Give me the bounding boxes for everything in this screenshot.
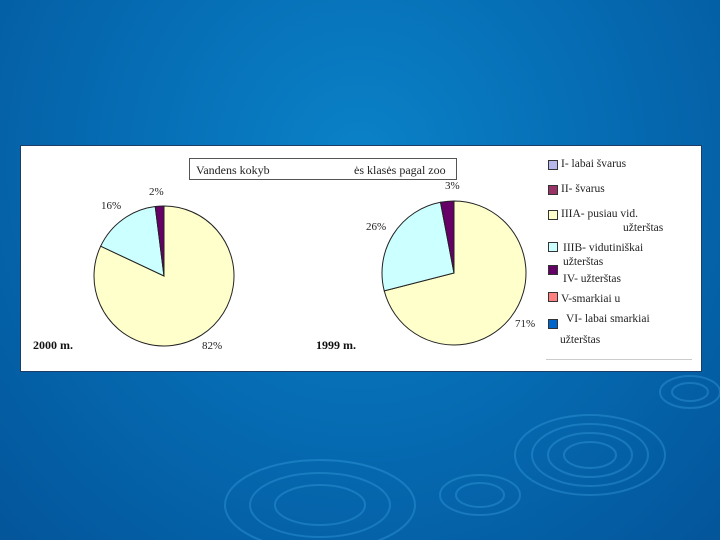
chart-panel: Vandens kokyb ės klasės pagal zoo 2000 m… — [20, 145, 702, 372]
legend-label-ii: II- švarus — [561, 183, 605, 195]
year-label-1999: 1999 m. — [316, 338, 356, 352]
data-label-2000-iiib: 16% — [101, 200, 122, 212]
pie-slice-1999-iiib — [381, 201, 455, 292]
pie-slice-1999-iv — [439, 200, 455, 274]
legend-label-iiia: IIIA- pusiau vid. — [561, 208, 638, 220]
chart-title-part1: Vandens kokyb — [196, 163, 270, 177]
legend: I- labai švarus II- švarus IIIA- pusiau … — [546, 152, 692, 360]
pie-slice-1999-iiia — [383, 200, 527, 346]
pie-charts — [93, 200, 527, 347]
data-label-1999-iiib: 26% — [366, 221, 387, 233]
legend-swatch-vi — [548, 319, 558, 329]
chart-title-part2: ės klasės pagal zoo — [354, 163, 446, 177]
legend-label-i: I- labai švarus — [561, 158, 627, 170]
legend-label-iiia-line2: užterštas — [623, 222, 664, 234]
legend-label-iv: IV- užterštas — [563, 273, 622, 285]
data-label-1999-iv: 3% — [445, 180, 460, 192]
pie-slice-2000-iv — [154, 205, 165, 277]
legend-swatch-i — [548, 160, 558, 170]
legend-swatch-ii — [548, 185, 558, 195]
pie-slice-2000-iiib — [99, 205, 165, 277]
legend-label-vi-line2: užterštas — [560, 334, 601, 346]
legend-label-v: V-smarkiai u — [561, 293, 621, 305]
legend-label-iiib: IIIB- vidutiniškai — [563, 242, 644, 254]
legend-swatch-iiib — [548, 242, 558, 252]
legend-swatch-iiia — [548, 210, 558, 220]
legend-label-vi: VI- labai smarkiai — [566, 313, 650, 325]
data-label-1999-iiia: 71% — [515, 318, 536, 330]
legend-swatch-v — [548, 292, 558, 302]
legend-label-iiib-line2: užterštas — [563, 256, 604, 268]
chart-title: Vandens kokyb ės klasės pagal zoo — [189, 158, 457, 180]
data-label-2000-iv: 2% — [149, 186, 164, 198]
year-label-2000: 2000 m. — [33, 338, 73, 352]
legend-swatch-iv — [548, 265, 558, 275]
data-label-2000-iiia: 82% — [202, 340, 223, 352]
